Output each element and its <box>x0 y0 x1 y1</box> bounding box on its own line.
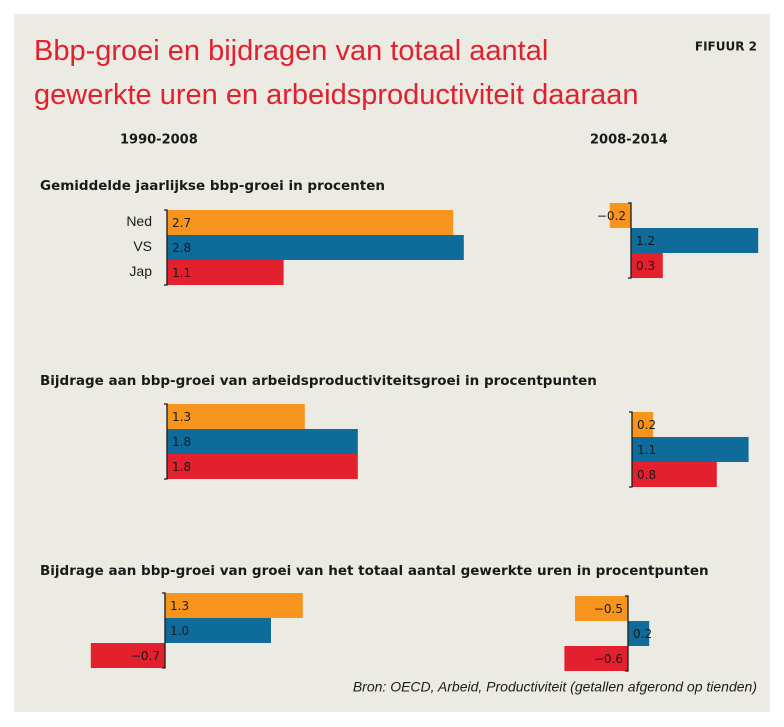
zero-axis <box>164 209 168 286</box>
zero-axis <box>162 592 166 669</box>
category-label: Ned <box>126 213 152 229</box>
bar <box>575 596 628 621</box>
value-label: −0.6 <box>594 652 623 666</box>
panel <box>14 14 770 712</box>
value-label: 2.7 <box>172 216 191 230</box>
bar <box>609 203 631 228</box>
bar <box>632 412 654 437</box>
title-line: gewerkte uren en arbeidsproductiviteit d… <box>34 79 639 111</box>
bar <box>167 429 358 454</box>
source: Bron: OECD, Arbeid, Productiviteit (geta… <box>353 679 757 695</box>
row-title: Bijdrage aan bbp-groei van groei van het… <box>40 563 709 579</box>
category-label: Jap <box>129 263 152 279</box>
value-label: −0.2 <box>597 209 626 223</box>
title-line: Bbp-groei en bijdragen van totaal aantal <box>34 35 548 67</box>
value-label: 0.2 <box>633 627 652 641</box>
row-title: Gemiddelde jaarlijkse bbp-groei in proce… <box>40 178 385 194</box>
zero-axis <box>629 411 633 488</box>
value-label: −0.7 <box>131 649 160 663</box>
zero-axis <box>628 202 632 279</box>
bar <box>632 462 717 487</box>
bar <box>167 210 454 235</box>
value-label: 1.2 <box>636 234 655 248</box>
bar <box>631 253 663 278</box>
period-heading: 1990-2008 <box>120 133 198 148</box>
zero-axis <box>625 595 629 672</box>
value-label: −0.5 <box>594 602 623 616</box>
category-label: VS <box>133 238 152 254</box>
value-label: 1.8 <box>172 460 191 474</box>
bar <box>167 260 284 285</box>
bar <box>165 593 303 618</box>
value-label: 2.8 <box>172 241 191 255</box>
value-label: 0.3 <box>636 259 655 273</box>
figure-label: FIFUUR 2 <box>695 40 757 54</box>
value-label: 1.3 <box>170 599 189 613</box>
value-label: 1.8 <box>172 435 191 449</box>
bar <box>564 646 628 671</box>
period-heading: 2008-2014 <box>590 133 668 148</box>
row-title: Bijdrage aan bbp-groei van arbeidsproduc… <box>40 373 597 389</box>
bar <box>165 618 271 643</box>
bar <box>167 454 358 479</box>
value-label: 1.1 <box>172 266 191 280</box>
bar <box>167 235 464 260</box>
bar <box>90 643 165 668</box>
value-label: 1.1 <box>637 443 656 457</box>
value-label: 0.2 <box>637 418 656 432</box>
value-label: 0.8 <box>637 468 656 482</box>
bar <box>631 228 759 253</box>
bar <box>628 621 650 646</box>
value-label: 1.3 <box>172 410 191 424</box>
value-label: 1.0 <box>170 624 189 638</box>
bar <box>167 404 305 429</box>
zero-axis <box>164 403 168 480</box>
bar <box>632 437 749 462</box>
